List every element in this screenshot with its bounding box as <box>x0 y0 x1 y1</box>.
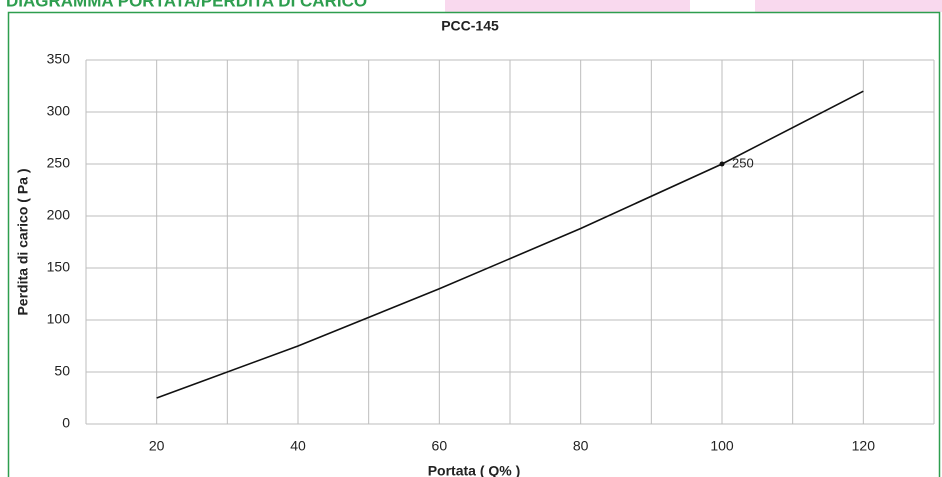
y-tick-label: 250 <box>47 155 71 171</box>
y-tick-label: 350 <box>47 51 71 67</box>
tab <box>755 0 942 12</box>
x-axis-title: Portata ( Q% ) <box>428 463 521 477</box>
y-tick-label: 100 <box>47 311 71 327</box>
x-tick-label: 80 <box>573 438 589 454</box>
y-axis-title: Perdita di carico ( Pa ) <box>15 168 31 315</box>
x-tick-label: 120 <box>852 438 876 454</box>
y-tick-label: 50 <box>54 363 70 379</box>
y-tick-label: 0 <box>62 415 70 431</box>
x-tick-label: 40 <box>290 438 306 454</box>
tab <box>445 0 690 12</box>
chart-title: PCC-145 <box>441 18 499 34</box>
line <box>156 90 864 399</box>
x-tick-label: 60 <box>432 438 448 454</box>
y-tick-label: 300 <box>47 103 71 119</box>
data-label: 250 <box>732 155 754 170</box>
x-tick-label: 100 <box>710 438 734 454</box>
point-marker <box>719 161 725 167</box>
y-tick-label: 150 <box>47 259 71 275</box>
frame <box>7 11 941 477</box>
x-tick-label: 20 <box>149 438 165 454</box>
header-title: DIAGRAMMA PORTATA/PERDITA DI CARICO <box>6 0 367 10</box>
y-tick-label: 200 <box>47 207 71 223</box>
